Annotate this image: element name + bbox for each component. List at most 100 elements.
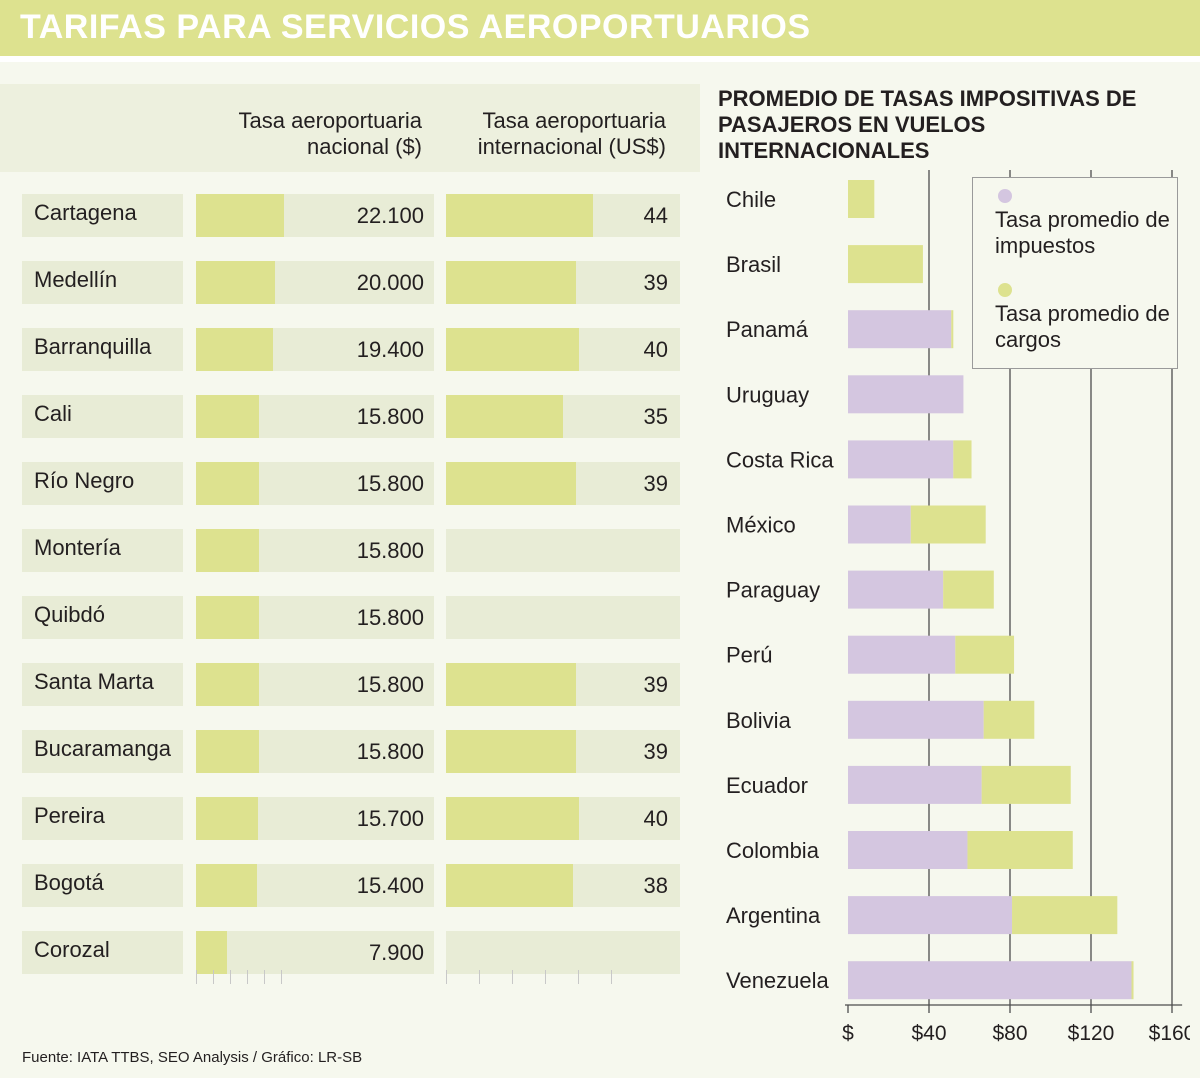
axis-tick — [264, 970, 265, 984]
bar-impuestos — [848, 505, 911, 544]
bar-cargos — [953, 440, 972, 479]
bar-cargos — [955, 635, 1015, 674]
nacional-bar — [196, 462, 259, 505]
x-tick-label: $40 — [911, 1022, 946, 1045]
bar-impuestos — [848, 961, 1132, 1000]
internacional-bar — [446, 328, 580, 371]
table-header — [0, 84, 700, 172]
nacional-value: 7.900 — [368, 940, 424, 965]
x-tick-label: $120 — [1068, 1022, 1115, 1045]
legend-marker-cargos — [998, 283, 1012, 297]
category-label: México — [726, 513, 796, 538]
table-row-city: Río Negro — [22, 462, 183, 505]
internacional-bar — [446, 663, 576, 706]
bar-cargos — [848, 245, 923, 284]
nacional-value: 15.700 — [356, 806, 424, 831]
bar-cargos — [983, 700, 1035, 739]
chart-title: PROMEDIO DE TASAS IMPOSITIVAS DE PASAJER… — [718, 86, 1137, 163]
nacional-bar — [196, 395, 259, 438]
nacional-bar — [196, 328, 273, 371]
table-row-city: Pereira — [22, 797, 183, 840]
category-label: Argentina — [726, 903, 821, 928]
internacional-cell — [446, 931, 680, 974]
table-row-city: Bogotá — [22, 864, 183, 907]
bar-impuestos — [848, 635, 956, 674]
category-label: Costa Rica — [726, 447, 834, 472]
category-label: Paraguay — [726, 578, 820, 603]
x-tick-label: $80 — [992, 1022, 1027, 1045]
nacional-value: 15.800 — [356, 672, 424, 697]
category-label: Perú — [726, 643, 772, 668]
nacional-value: 20.000 — [356, 270, 424, 295]
bar-cargos — [967, 831, 1073, 869]
bar-impuestos — [848, 896, 1013, 935]
nacional-bar — [196, 864, 258, 907]
internacional-value: 40 — [643, 806, 668, 831]
table-row-city: Barranquilla — [22, 328, 183, 371]
axis-tick — [213, 970, 214, 984]
title-separator — [0, 56, 1200, 62]
x-tick-label: $ — [842, 1022, 854, 1045]
bar-impuestos — [848, 375, 964, 414]
bar-cargos — [943, 570, 994, 609]
bar-cargos — [981, 765, 1071, 804]
nacional-bar — [196, 931, 228, 974]
legend-label-impuestos: Tasa promedio de impuestos — [995, 207, 1170, 258]
nacional-value: 22.100 — [356, 203, 424, 228]
nacional-value: 15.800 — [356, 605, 424, 630]
axis-tick — [545, 970, 546, 984]
category-label: Ecuador — [726, 773, 808, 798]
axis-tick — [230, 970, 231, 984]
category-label: Uruguay — [726, 382, 809, 407]
internacional-value: 39 — [643, 270, 668, 295]
column-header-internacional: Tasa aeroportuaria internacional (US$) — [477, 108, 666, 159]
table-row-city: Medellín — [22, 261, 183, 304]
legend-label-cargos: Tasa promedio de cargos — [995, 301, 1170, 352]
category-label: Chile — [726, 187, 776, 212]
internacional-value: 40 — [643, 337, 668, 362]
city-name: Cartagena — [34, 200, 137, 225]
axis-tick — [512, 970, 513, 984]
internacional-cell — [446, 529, 680, 572]
column-header-nacional: Tasa aeroportuaria nacional ($) — [238, 108, 422, 159]
source-footer: Fuente: IATA TTBS, SEO Analysis / Gráfic… — [22, 1049, 363, 1066]
table-row-city: Bucaramanga — [22, 730, 183, 773]
internacional-bar — [446, 730, 576, 773]
bar-cargos — [910, 505, 986, 544]
internacional-value: 39 — [643, 471, 668, 496]
nacional-bar — [196, 261, 276, 304]
bar-cargos — [1012, 896, 1118, 935]
nacional-bar — [196, 596, 259, 639]
table-row-city: Cali — [22, 395, 183, 438]
bar-cargos — [848, 180, 875, 218]
nacional-bar — [196, 797, 259, 840]
nacional-value: 15.800 — [356, 538, 424, 563]
city-name: Montería — [34, 535, 121, 560]
internacional-bar — [446, 797, 580, 840]
internacional-value: 38 — [643, 873, 668, 898]
nacional-bar — [196, 730, 259, 773]
category-label: Bolivia — [726, 708, 792, 733]
legend-marker-impuestos — [998, 189, 1012, 203]
city-name: Pereira — [34, 803, 105, 828]
category-label: Colombia — [726, 838, 820, 863]
internacional-bar — [446, 864, 573, 907]
axis-tick — [479, 970, 480, 984]
nacional-bar — [196, 529, 259, 572]
city-name: Corozal — [34, 937, 110, 962]
table-row-city: Quibdó — [22, 596, 183, 639]
category-label: Brasil — [726, 252, 781, 277]
category-label: Panamá — [726, 317, 809, 342]
axis-tick — [611, 970, 612, 984]
bar-cargos — [1131, 961, 1134, 1000]
internacional-value: 39 — [643, 739, 668, 764]
nacional-cell — [196, 931, 434, 974]
x-tick-label: $160 — [1149, 1022, 1190, 1045]
bar-impuestos — [848, 831, 968, 869]
internacional-value: 44 — [643, 203, 668, 228]
city-name: Santa Marta — [34, 669, 154, 694]
axis-tick — [446, 970, 447, 984]
bar-impuestos — [848, 700, 984, 739]
chart-legend: Tasa promedio de impuestos Tasa promedio… — [972, 177, 1178, 369]
bar-impuestos — [848, 570, 944, 609]
